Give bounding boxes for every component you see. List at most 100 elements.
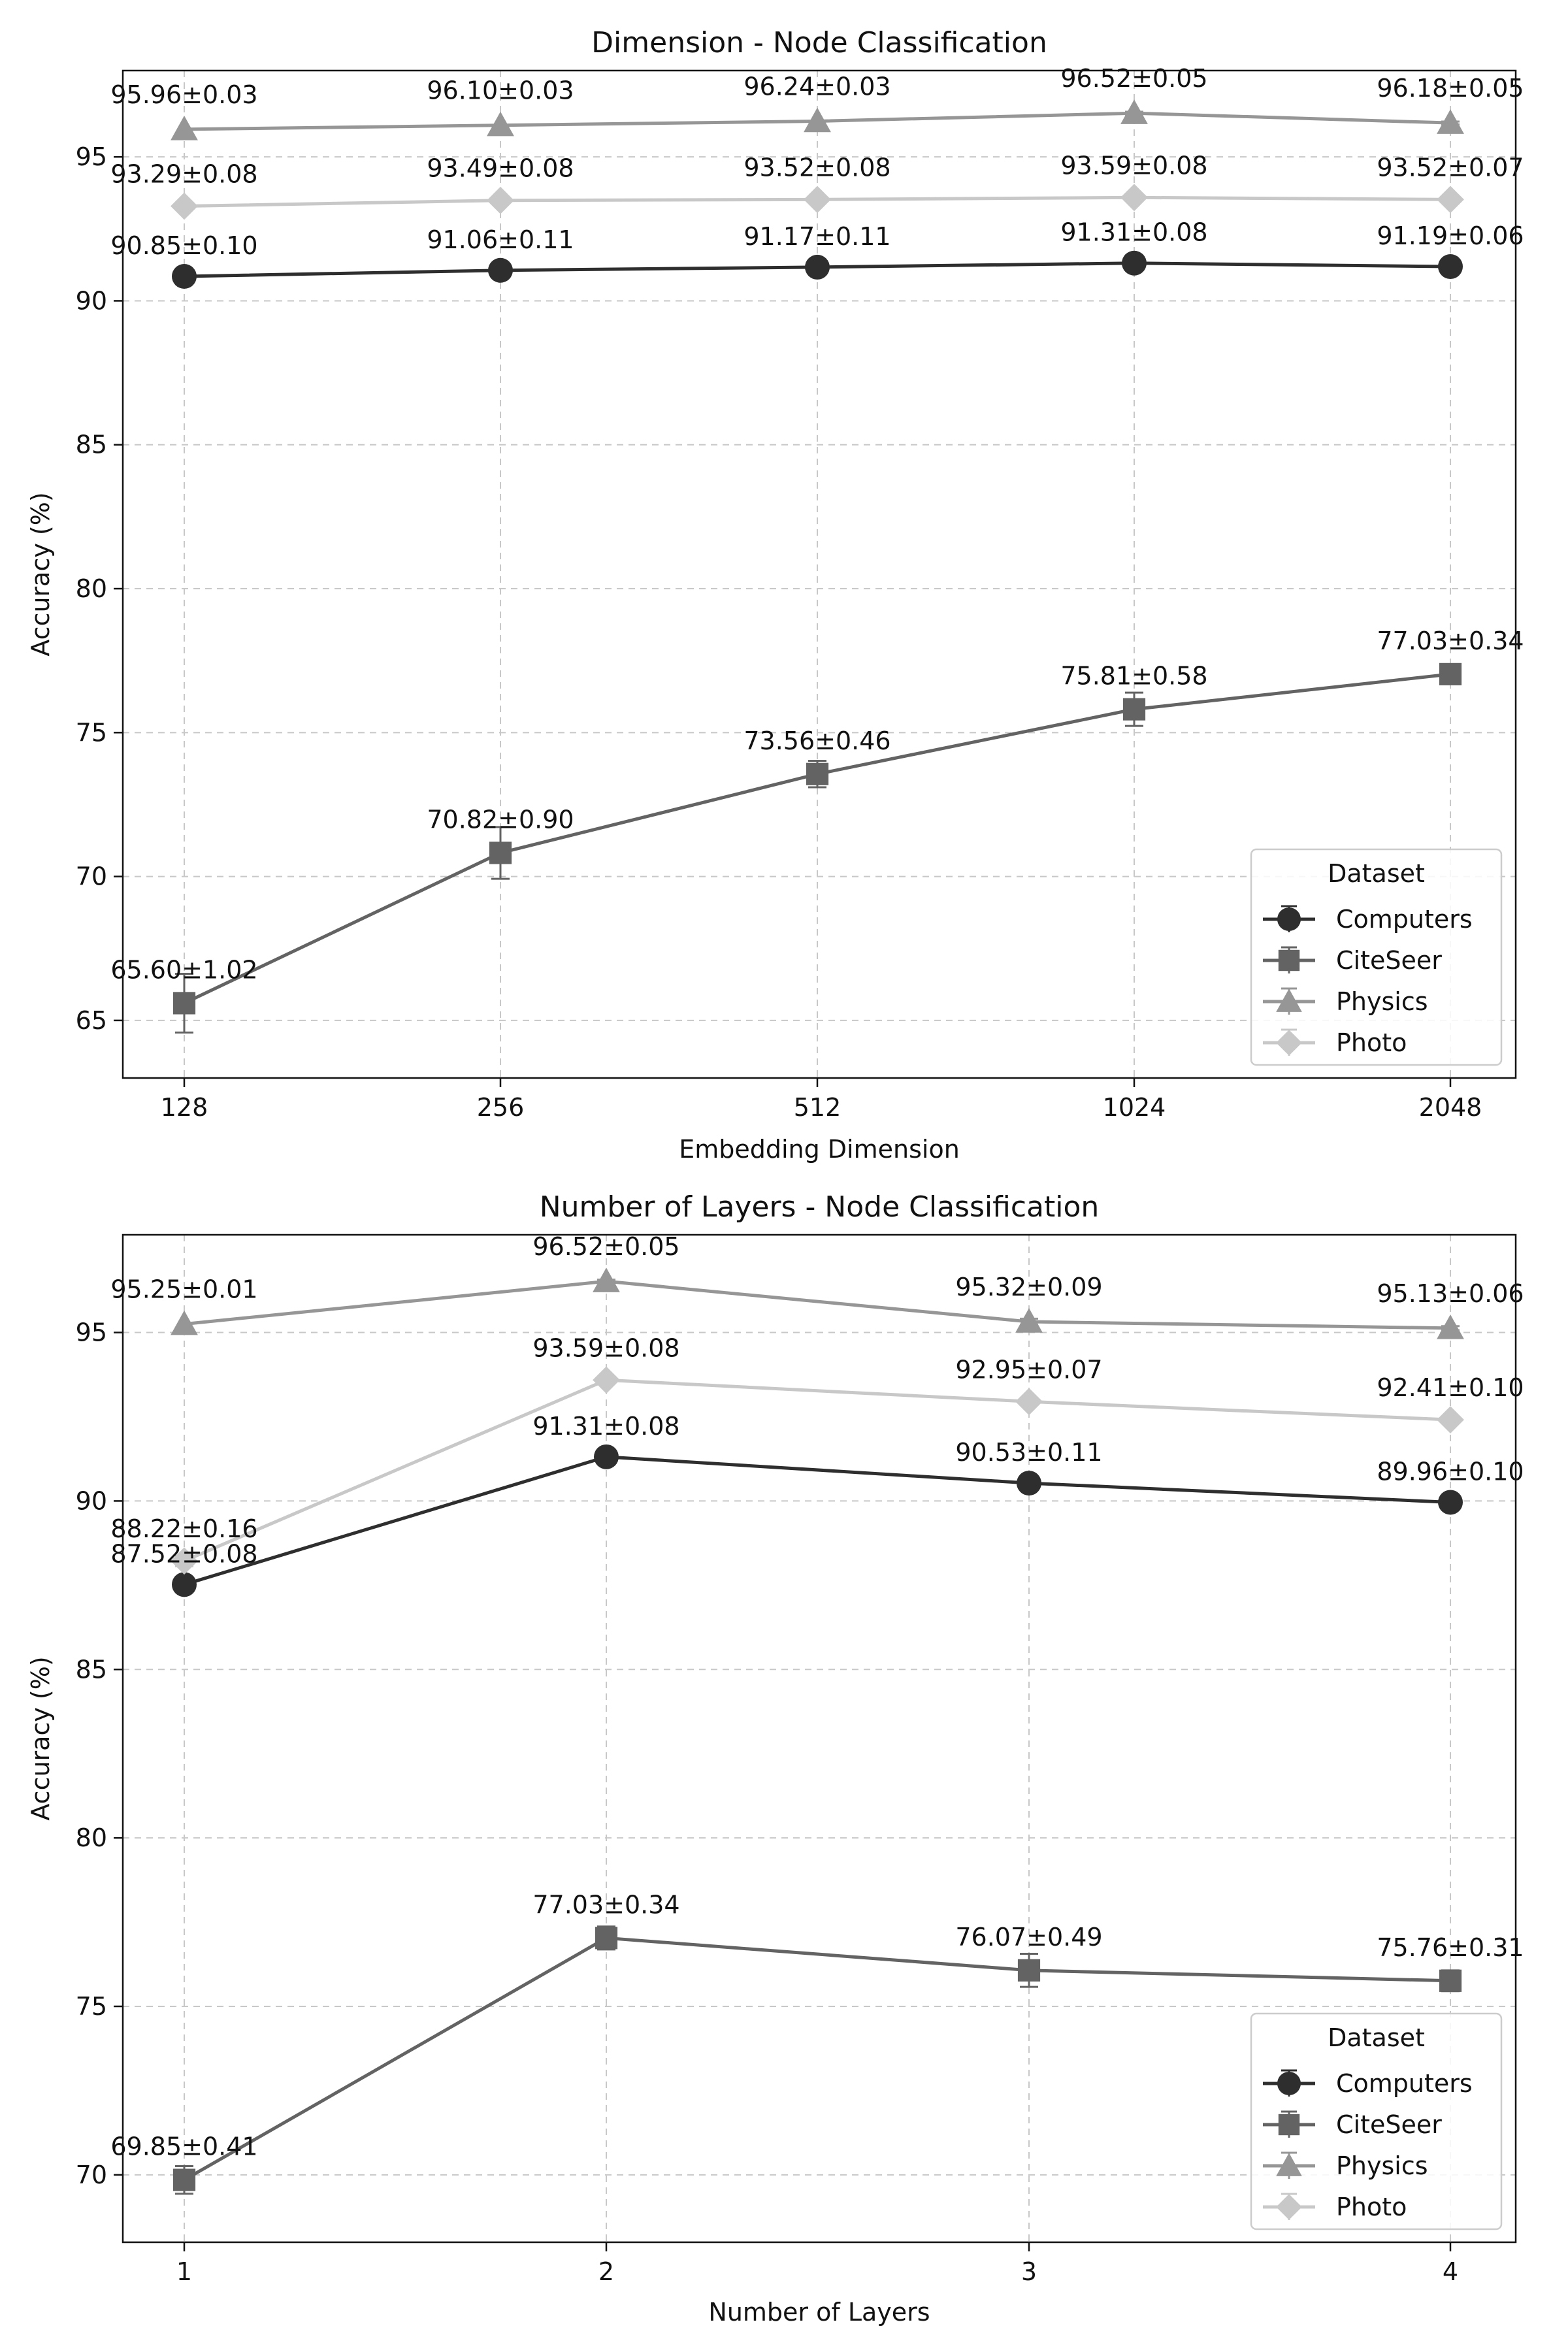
y-tick-label: 65 — [76, 1006, 107, 1035]
series-physics — [171, 1267, 1464, 1339]
data-label: 69.85±0.41 — [110, 2132, 257, 2161]
data-point — [487, 111, 514, 137]
legend-item-physics: Physics — [1263, 2151, 1428, 2180]
data-point — [1017, 1959, 1041, 1982]
series-photo — [171, 184, 1464, 220]
legend-marker — [1277, 2072, 1301, 2095]
x-axis-label: Number of Layers — [708, 2298, 930, 2327]
data-label: 91.06±0.11 — [427, 225, 574, 254]
y-tick-label: 80 — [76, 1823, 107, 1852]
plot-frame — [122, 69, 1517, 1079]
x-tick-label: 3 — [1021, 2257, 1037, 2286]
legend-marker — [1278, 949, 1300, 972]
data-point — [171, 192, 198, 220]
y-tick-label: 75 — [76, 1992, 107, 2021]
series-citeseer — [172, 1925, 1462, 2195]
layers-chart: Number of Layers - Node Classification 7… — [26, 1190, 1524, 2327]
legend-label: CiteSeer — [1336, 946, 1442, 975]
data-label: 70.82±0.90 — [427, 805, 574, 834]
data-point — [1017, 1471, 1041, 1496]
x-tick-label: 1024 — [1103, 1093, 1166, 1122]
data-point — [1015, 1388, 1043, 1416]
data-label: 90.53±0.11 — [955, 1438, 1102, 1467]
data-point — [1439, 662, 1462, 685]
data-label: 96.52±0.05 — [532, 1232, 679, 1261]
x-tick-label: 1 — [176, 2257, 192, 2286]
y-axis-label: Accuracy (%) — [26, 492, 55, 656]
data-label: 73.56±0.46 — [743, 727, 890, 755]
data-label: 93.59±0.08 — [1060, 151, 1207, 180]
data-label: 92.95±0.07 — [955, 1355, 1102, 1384]
legend-item-computers: Computers — [1263, 905, 1473, 934]
data-label: 95.96±0.03 — [110, 80, 257, 109]
series-line-physics — [184, 1279, 1451, 1330]
chart-title: Number of Layers - Node Classification — [540, 1190, 1100, 1224]
data-point — [172, 992, 196, 1015]
data-point — [593, 1366, 620, 1394]
data-label: 93.29±0.08 — [110, 160, 257, 189]
data-point — [1437, 1406, 1464, 1434]
data-label: 92.41±0.10 — [1377, 1373, 1524, 1402]
y-tick-label: 95 — [76, 142, 107, 171]
data-point — [594, 1444, 619, 1469]
data-point — [1437, 1314, 1464, 1339]
y-axis-label: Accuracy (%) — [26, 1656, 55, 1820]
series-photo — [171, 1366, 1464, 1575]
data-point — [488, 257, 513, 283]
legend-marker — [1276, 1030, 1302, 1056]
legend-box — [1250, 848, 1503, 1066]
legend: Dataset Computers CiteSeer Physics Photo — [1250, 2012, 1503, 2230]
data-point — [595, 1927, 618, 1950]
data-label: 88.22±0.16 — [110, 1514, 257, 1543]
dimension-chart: Dimension - Node Classification 65 70 75 80… — [26, 26, 1524, 1164]
data-label: 93.59±0.08 — [532, 1333, 679, 1362]
legend-marker — [1276, 2153, 1302, 2176]
data-label: 87.52±0.08 — [110, 1539, 257, 1568]
data-label: 76.07±0.49 — [955, 1923, 1102, 1952]
legend-item-physics: Physics — [1263, 987, 1428, 1016]
data-label: 91.17±0.11 — [743, 222, 890, 251]
data-point — [805, 254, 830, 280]
data-point — [1437, 186, 1464, 214]
legend-label: Computers — [1336, 905, 1473, 934]
data-label: 95.25±0.01 — [110, 1275, 257, 1304]
data-label: 65.60±1.02 — [110, 955, 257, 984]
x-tick-label: 2 — [598, 2257, 614, 2286]
legend-title: Dataset — [1328, 2023, 1425, 2052]
data-point — [171, 1547, 198, 1575]
legend-label: Physics — [1336, 2151, 1428, 2180]
series-line-photo — [184, 1378, 1451, 1563]
data-point — [1120, 184, 1148, 212]
legend-item-photo: Photo — [1263, 1028, 1407, 1057]
y-tick-label: 90 — [76, 286, 107, 315]
x-tick-label: 4 — [1443, 2257, 1458, 2286]
legend-title: Dataset — [1328, 859, 1425, 888]
data-point — [1120, 99, 1148, 124]
y-tick-label: 85 — [76, 1655, 107, 1684]
data-point — [1437, 109, 1464, 134]
data-label: 93.49±0.08 — [427, 154, 574, 183]
chart-title: Dimension - Node Classification — [591, 26, 1047, 59]
data-label: 93.52±0.08 — [743, 153, 890, 182]
legend-marker — [1276, 2194, 1302, 2220]
series-line-citeseer — [183, 1936, 1451, 2181]
y-tick-label: 70 — [76, 2161, 107, 2189]
data-point — [171, 115, 198, 140]
data-label: 91.31±0.08 — [1060, 218, 1207, 247]
legend-box — [1250, 2012, 1503, 2230]
data-point — [172, 1572, 197, 1597]
series-physics — [171, 99, 1464, 140]
y-tick-label: 90 — [76, 1486, 107, 1515]
series-line-computers — [184, 1455, 1451, 1586]
data-point — [1015, 1308, 1043, 1333]
data-point — [1438, 1490, 1463, 1515]
y-tick-label: 75 — [76, 718, 107, 747]
legend-item-citeseer: CiteSeer — [1263, 2110, 1442, 2139]
data-label: 75.76±0.31 — [1377, 1933, 1524, 1962]
data-point — [172, 264, 197, 289]
legend-label: Physics — [1336, 987, 1428, 1016]
legend-item-computers: Computers — [1263, 2069, 1473, 2098]
legend-marker — [1278, 2114, 1300, 2136]
legend-label: Photo — [1336, 1028, 1407, 1057]
